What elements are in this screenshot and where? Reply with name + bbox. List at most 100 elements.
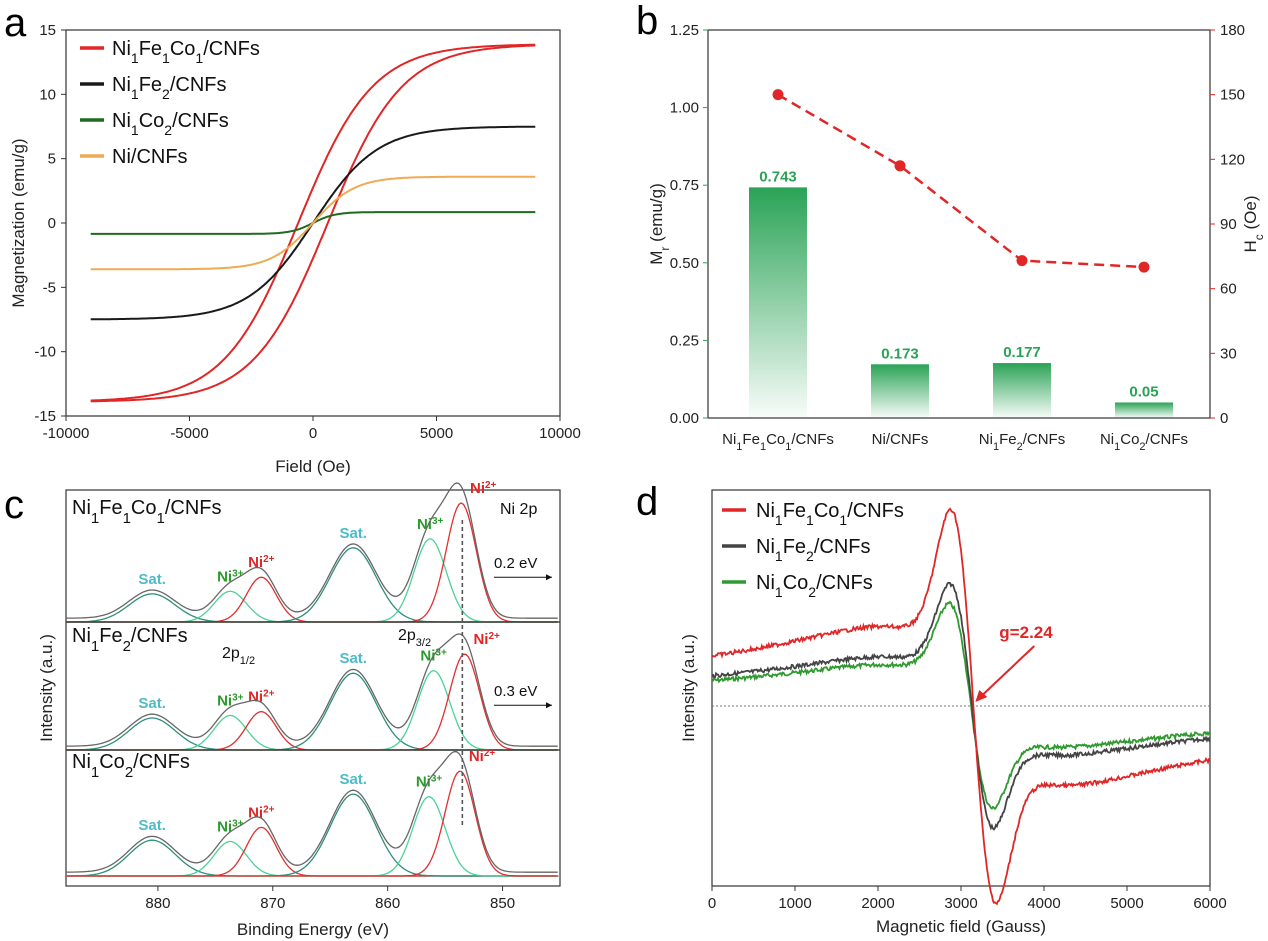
y-right-tick-label: 120 [1220, 151, 1245, 168]
x-tick-label: 10000 [539, 425, 581, 442]
peak-label-3: Sat. [339, 771, 367, 788]
y-tick-label: -5 [43, 279, 56, 296]
hc-point-3 [1138, 261, 1150, 273]
peak-label-5: Ni2+ [473, 631, 500, 649]
fit-peak-4 [66, 795, 558, 877]
x-tick-label: 6000 [1193, 895, 1226, 912]
y-left-tick-label: 0.00 [670, 410, 699, 427]
envelope-line [66, 750, 558, 873]
x-tick-label: 5000 [1110, 895, 1143, 912]
panel-label-d: d [636, 480, 658, 524]
shift-arrow-head-1 [546, 702, 552, 709]
y-right-tick-label: 180 [1220, 22, 1245, 39]
bar-0 [749, 187, 807, 418]
y-tick-label: -15 [34, 408, 56, 425]
annotation-arrow-head [975, 690, 988, 702]
legend-label-1: Ni1Fe2/CNFs [756, 536, 871, 564]
epr-line-0 [711, 507, 1211, 906]
category-label-2: Ni1Fe2/CNFs [979, 431, 1065, 453]
bar-1 [871, 364, 929, 418]
y-left-tick-label: 1.25 [670, 22, 699, 39]
spectrum-title-2: Ni1Co2/CNFs [72, 751, 190, 781]
envelope-line [66, 633, 558, 747]
fit-peak-2 [66, 826, 558, 877]
x-tick-label: 1000 [778, 895, 811, 912]
bar-3 [1115, 402, 1173, 418]
spectrum-title-0: Ni1Fe1Co1/CNFs [72, 497, 222, 527]
fit-peak-1 [66, 714, 558, 751]
peak-label-4: Ni3+ [416, 773, 443, 791]
y-right-tick-label: 30 [1220, 345, 1237, 362]
bar-value-label-2: 0.177 [1003, 344, 1041, 361]
y-axis-label: Magnetization (emu/g) [9, 138, 28, 307]
panel-label-a: a [4, 1, 27, 45]
peak-label-0: Sat. [138, 817, 166, 834]
bar-value-label-3: 0.05 [1129, 383, 1158, 400]
plot-frame [65, 489, 561, 887]
legend-label-2: Ni1Co2/CNFs [112, 110, 229, 138]
y-tick-label: 5 [48, 151, 56, 168]
y-tick-label: 15 [39, 22, 56, 39]
y-left-tick-label: 0.50 [670, 255, 699, 272]
legend-label-3: Ni/CNFs [112, 146, 188, 168]
x-tick-label: 4000 [1027, 895, 1060, 912]
spectrum-note: Ni 2p [500, 501, 537, 518]
x-axis-label: Field (Oe) [275, 457, 351, 476]
peak-label-0: Sat. [138, 571, 166, 588]
legend-label-0: Ni1Fe1Co1/CNFs [112, 38, 260, 66]
hc-point-0 [772, 89, 784, 101]
category-label-3: Ni1Co2/CNFs [1100, 431, 1188, 453]
y-left-tick-label: 1.00 [670, 100, 699, 117]
x-tick-label: 0 [708, 895, 716, 912]
y-tick-label: 10 [39, 86, 56, 103]
legend-label-1: Ni1Fe2/CNFs [112, 74, 227, 102]
shift-label-0: 0.2 eV [494, 555, 537, 572]
fit-peak-3 [66, 793, 558, 877]
peak-label-5: Ni2+ [470, 479, 497, 497]
panel-label-c: c [4, 483, 24, 527]
spectrum-title-1: Ni1Fe2/CNFs [72, 625, 188, 655]
x-tick-label: 0 [309, 425, 317, 442]
peak-label-0: Sat. [138, 695, 166, 712]
legend-label-2: Ni1Co2/CNFs [756, 572, 873, 600]
panel-d-epr-plot: 0 1000 2000 3000 4000 5000 6000 Magnetic field … [679, 489, 1227, 936]
panel-b-bar-chart: 0.00 0.25 0.50 0.75 1.00 1.25 0 30 60 90 120 150 180… [647, 22, 1266, 453]
series-line-0 [90, 44, 536, 403]
epr-line-2 [711, 600, 1211, 811]
bar-value-label-1: 0.173 [881, 345, 919, 362]
fit-peak-5 [66, 770, 558, 877]
category-label-0: Ni1Fe1Co1/CNFs [722, 431, 834, 453]
x-axis-label: Binding Energy (eV) [237, 920, 389, 939]
label-2p32: 2p3/2 [398, 627, 431, 649]
x-tick-label: 3000 [944, 895, 977, 912]
bar-2 [993, 363, 1051, 418]
shift-label-1: 0.3 eV [494, 683, 537, 700]
x-axis-label: Magnetic field (Gauss) [876, 917, 1046, 936]
y-right-tick-label: 60 [1220, 281, 1237, 298]
series-line-return-0 [90, 43, 536, 402]
panel-label-b: b [636, 0, 658, 43]
label-2p12: 2p1/2 [222, 645, 255, 667]
peak-label-4: Ni3+ [417, 515, 444, 533]
hc-dashed-line [777, 93, 1145, 269]
y-tick-label: -10 [34, 344, 56, 361]
peak-label-3: Sat. [339, 650, 367, 667]
y-right-tick-label: 150 [1220, 87, 1245, 104]
epr-line-1 [711, 581, 1211, 831]
x-tick-label: 2000 [861, 895, 894, 912]
y-tick-label: 0 [48, 215, 56, 232]
bar-value-label-0: 0.743 [759, 168, 797, 185]
x-tick-label: -10000 [43, 425, 90, 442]
hc-point-2 [1016, 255, 1028, 267]
x-tick-label: 880 [145, 895, 170, 912]
annotation-arrow [978, 645, 1035, 699]
x-tick-label: 870 [260, 895, 285, 912]
shift-arrow-head-0 [546, 574, 552, 581]
x-tick-label: 860 [375, 895, 400, 912]
y-right-axis-label: Hc (Oe) [1241, 195, 1266, 252]
y-right-tick-label: 0 [1220, 410, 1228, 427]
x-tick-label: 850 [490, 895, 515, 912]
panel-c-xps-plot: 880 870 860 850 Binding Energy (eV) Intensity… [37, 479, 561, 939]
y-axis-label: Intensity (a.u.) [679, 634, 698, 742]
